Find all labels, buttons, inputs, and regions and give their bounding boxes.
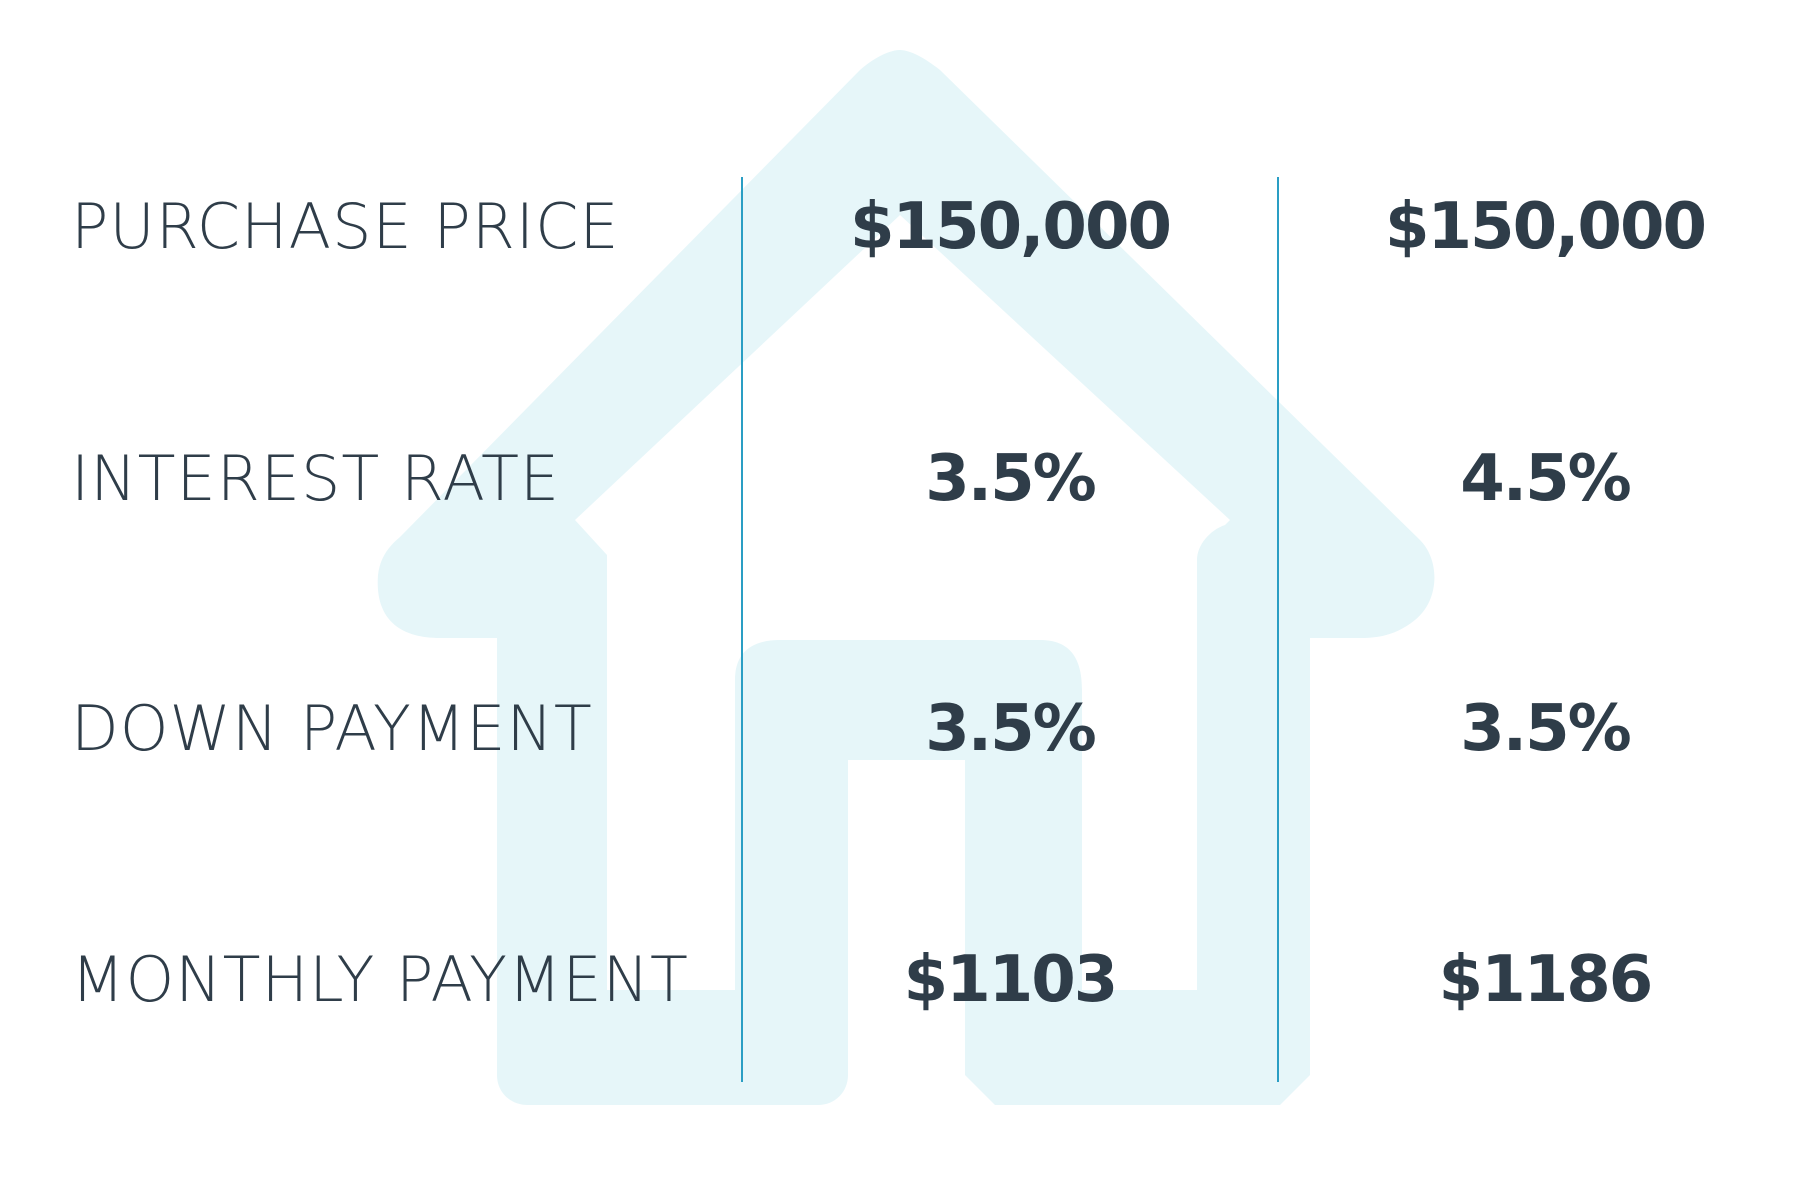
scenario-1-value: 3.5%: [925, 692, 1097, 766]
row-interest-rate: INTEREST RATE 3.5% 4.5%: [0, 424, 1800, 534]
scenario-1-value: 3.5%: [925, 442, 1097, 516]
column-divider-left: [741, 177, 743, 1082]
row-purchase-price: PURCHASE PRICE $150,000 $150,000: [0, 172, 1800, 282]
column-divider-right: [1277, 177, 1279, 1082]
row-label: MONTHLY PAYMENT: [71, 943, 689, 1016]
scenario-1-value: $150,000: [849, 190, 1172, 264]
scenario-1-value: $1103: [903, 943, 1119, 1017]
row-monthly-payment: MONTHLY PAYMENT $1103 $1186: [0, 925, 1800, 1035]
scenario-2-value: 4.5%: [1460, 442, 1632, 516]
row-label: PURCHASE PRICE: [71, 190, 620, 263]
scenario-2-value: $1186: [1438, 943, 1654, 1017]
row-label: INTEREST RATE: [71, 442, 561, 515]
scenario-2-value: 3.5%: [1460, 692, 1632, 766]
row-down-payment: DOWN PAYMENT 3.5% 3.5%: [0, 674, 1800, 784]
row-label: DOWN PAYMENT: [71, 692, 593, 765]
scenario-2-value: $150,000: [1384, 190, 1707, 264]
